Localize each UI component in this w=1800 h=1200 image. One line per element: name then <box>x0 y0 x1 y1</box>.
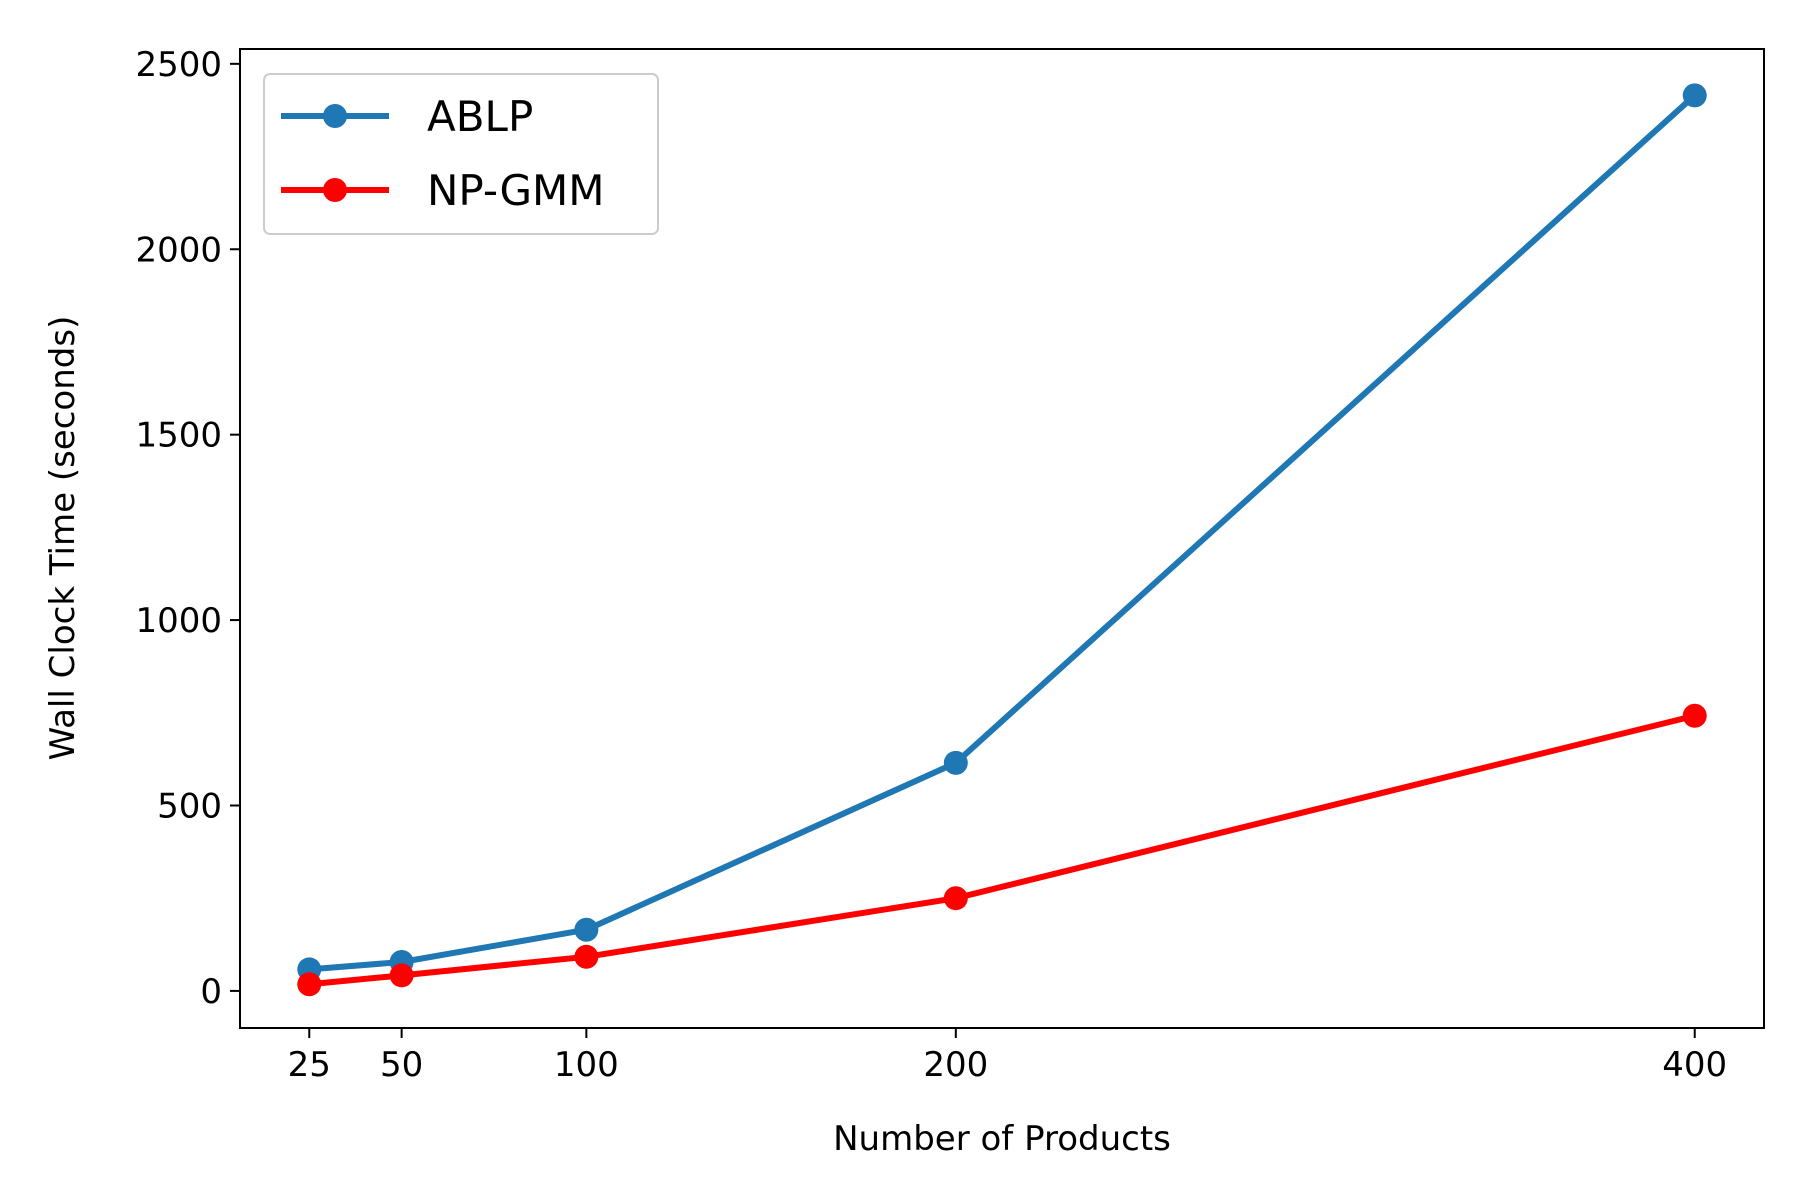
y-tick-label: 2500 <box>135 45 222 85</box>
legend-marker-ablp <box>323 104 347 128</box>
x-tick-label: 100 <box>554 1045 619 1085</box>
x-tick-label: 200 <box>923 1045 988 1085</box>
data-point-ablp <box>943 750 968 775</box>
x-tick-label: 50 <box>380 1045 423 1085</box>
x-tick-label: 25 <box>288 1045 331 1085</box>
data-point-ablp <box>574 917 599 942</box>
legend-label-ablp: ABLP <box>427 92 533 141</box>
data-point-np-gmm <box>389 963 414 988</box>
legend-entries: ABLP NP-GMM <box>281 92 605 215</box>
legend-label-np-gmm: NP-GMM <box>427 166 605 215</box>
y-tick-label: 500 <box>157 787 222 827</box>
legend-marker-np-gmm <box>323 178 347 202</box>
data-point-np-gmm <box>297 972 322 997</box>
y-tick-label: 0 <box>200 972 222 1012</box>
plot-frame <box>239 48 1765 1029</box>
data-point-ablp <box>1682 83 1707 108</box>
y-axis: 0 500 1000 1500 2000 2500 <box>135 45 240 1012</box>
series-layer <box>297 83 1707 997</box>
y-tick-label: 1000 <box>135 601 222 641</box>
x-tick-label: 400 <box>1662 1045 1727 1085</box>
legend: ABLP NP-GMM <box>263 73 659 235</box>
y-tick-label: 1500 <box>135 416 222 456</box>
y-axis-label: Wall Clock Time (seconds) <box>43 316 83 761</box>
y-tick-label: 2000 <box>135 230 222 270</box>
x-axis-label: Number of Products <box>833 1119 1171 1159</box>
data-point-np-gmm <box>1682 703 1707 728</box>
data-point-np-gmm <box>574 944 599 969</box>
x-axis: 25 50 100 200 400 <box>288 1028 1727 1085</box>
data-point-np-gmm <box>943 886 968 911</box>
